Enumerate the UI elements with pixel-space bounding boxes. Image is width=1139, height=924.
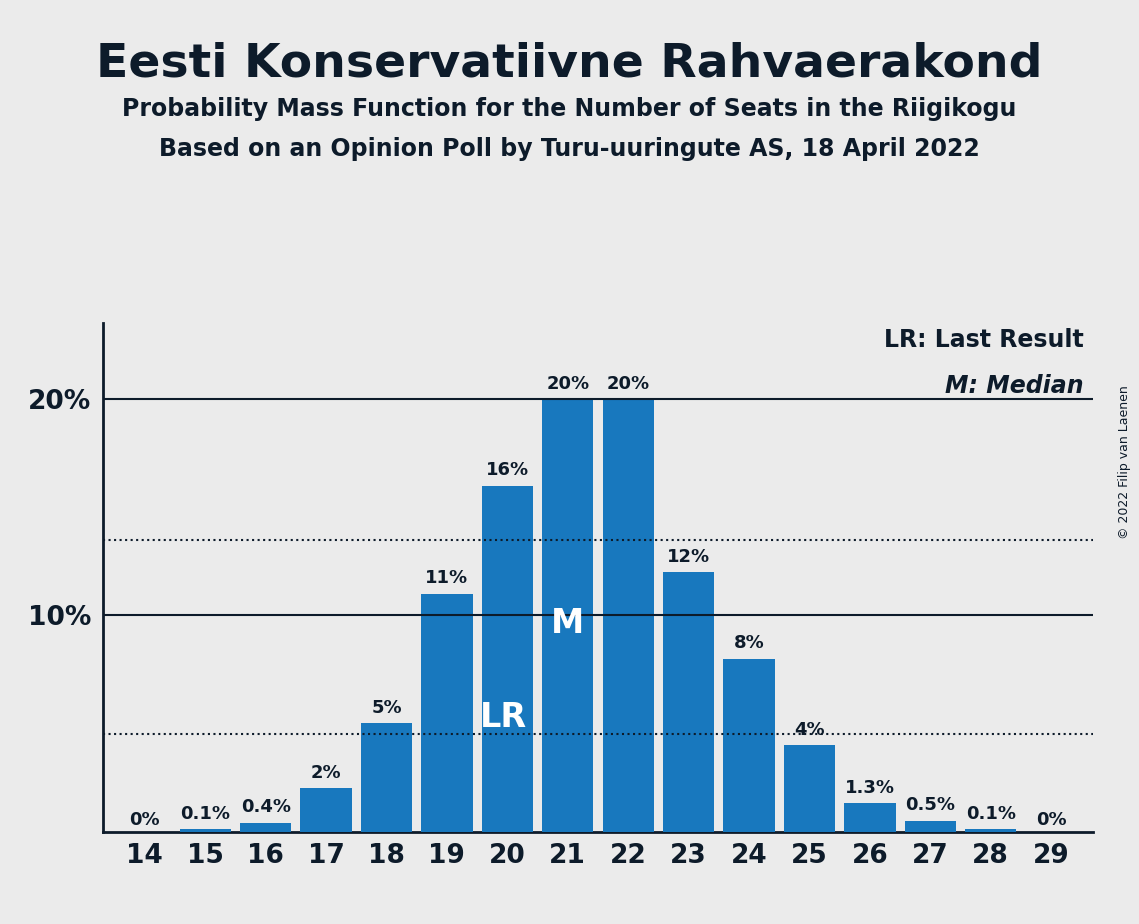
- Text: 20%: 20%: [547, 374, 589, 393]
- Bar: [542, 399, 593, 832]
- Bar: [844, 804, 895, 832]
- Text: 0%: 0%: [1035, 811, 1066, 830]
- Text: 2%: 2%: [311, 764, 342, 782]
- Text: 8%: 8%: [734, 634, 764, 652]
- Bar: [965, 830, 1016, 832]
- Text: © 2022 Filip van Laenen: © 2022 Filip van Laenen: [1118, 385, 1131, 539]
- Text: 16%: 16%: [485, 461, 528, 480]
- Text: 0.4%: 0.4%: [240, 798, 290, 817]
- Text: 11%: 11%: [425, 569, 468, 588]
- Bar: [663, 572, 714, 832]
- Text: Eesti Konservatiivne Rahvaerakond: Eesti Konservatiivne Rahvaerakond: [97, 42, 1042, 87]
- Text: M: Median: M: Median: [945, 374, 1083, 398]
- Text: LR: LR: [481, 701, 527, 734]
- Text: 4%: 4%: [794, 721, 825, 738]
- Text: M: M: [551, 607, 584, 640]
- Text: 20%: 20%: [607, 374, 649, 393]
- Text: 0.1%: 0.1%: [966, 805, 1016, 823]
- Text: Based on an Opinion Poll by Turu-uuringute AS, 18 April 2022: Based on an Opinion Poll by Turu-uuringu…: [159, 137, 980, 161]
- Bar: [603, 399, 654, 832]
- Bar: [784, 745, 835, 832]
- Text: 0%: 0%: [130, 811, 161, 830]
- Bar: [421, 594, 473, 832]
- Bar: [240, 823, 292, 832]
- Text: 5%: 5%: [371, 699, 402, 717]
- Bar: [301, 788, 352, 832]
- Text: Probability Mass Function for the Number of Seats in the Riigikogu: Probability Mass Function for the Number…: [122, 97, 1017, 121]
- Text: 0.1%: 0.1%: [180, 805, 230, 823]
- Text: LR: Last Result: LR: Last Result: [884, 328, 1083, 352]
- Bar: [482, 486, 533, 832]
- Text: 1.3%: 1.3%: [845, 779, 895, 797]
- Bar: [361, 723, 412, 832]
- Bar: [904, 821, 956, 832]
- Bar: [180, 830, 231, 832]
- Text: 0.5%: 0.5%: [906, 796, 956, 814]
- Bar: [723, 659, 775, 832]
- Text: 12%: 12%: [667, 548, 711, 565]
